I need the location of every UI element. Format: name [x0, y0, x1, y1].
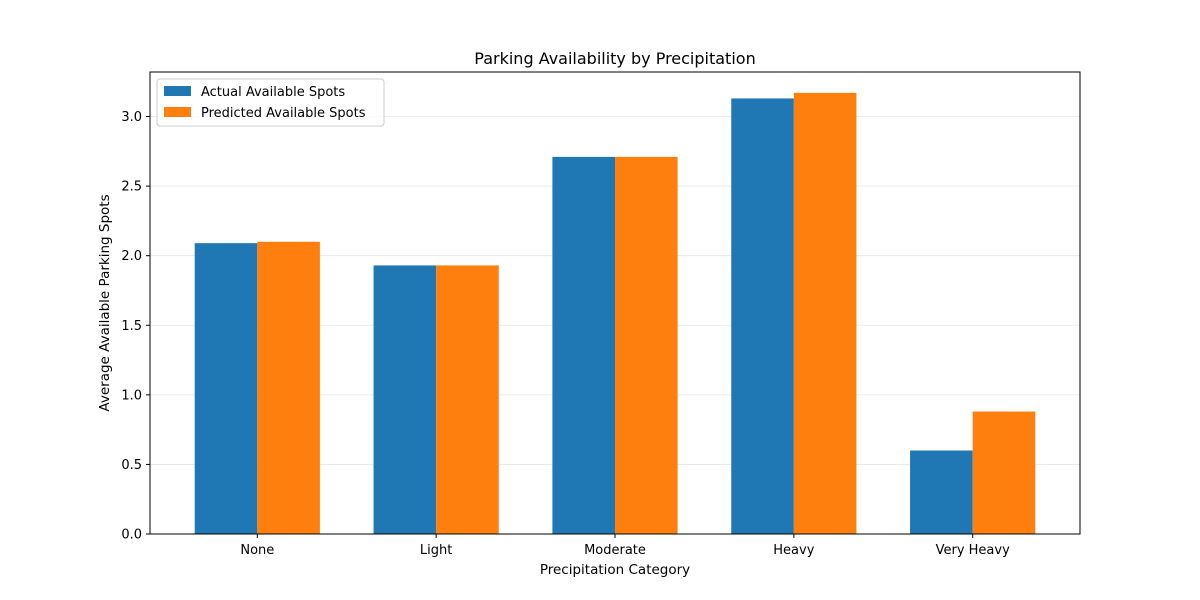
bar-predicted-moderate — [615, 156, 678, 534]
bar-predicted-light — [436, 265, 499, 534]
chart-title: Parking Availability by Precipitation — [474, 49, 755, 68]
legend-label: Predicted Available Spots — [201, 106, 366, 121]
y-tick-label: 2.0 — [121, 249, 142, 264]
bar-actual-light — [373, 265, 437, 534]
legend: Actual Available Spots Predicted Availabl… — [156, 78, 385, 127]
x-tick-label: Heavy — [773, 543, 814, 558]
y-tick-label: 2.5 — [121, 180, 142, 195]
y-tick-label: 0.5 — [121, 458, 142, 473]
bar-predicted-heavy — [793, 92, 857, 534]
x-axis-label: Precipitation Category — [540, 562, 690, 578]
x-tick-label: Very Heavy — [936, 543, 1010, 558]
legend-box — [156, 78, 385, 127]
legend-swatch — [164, 107, 191, 117]
x-tick-label: Light — [420, 543, 452, 558]
legend-label: Actual Available Spots — [201, 85, 345, 100]
bar-predicted-very-heavy — [972, 411, 1036, 534]
bars — [194, 92, 1036, 534]
x-tick-label: None — [240, 543, 274, 558]
y-tick-label: 1.5 — [121, 319, 142, 334]
y-axis-label: Average Available Parking Spots — [97, 194, 113, 411]
y-tick-label: 0.0 — [121, 528, 142, 543]
bar-actual-very-heavy — [910, 450, 973, 534]
bar-actual-none — [194, 243, 258, 534]
bar-predicted-none — [257, 241, 320, 534]
legend-swatch — [164, 86, 191, 96]
bar-actual-moderate — [552, 156, 615, 534]
y-tick-label: 3.0 — [121, 110, 142, 125]
x-tick-label: Moderate — [584, 543, 646, 558]
y-tick-label: 1.0 — [121, 388, 142, 403]
bar-actual-heavy — [731, 98, 794, 534]
ticks: 0.0 0.5 1.0 1.5 2.0 2.5 3.0 None Light Moderate He… — [121, 110, 1010, 558]
